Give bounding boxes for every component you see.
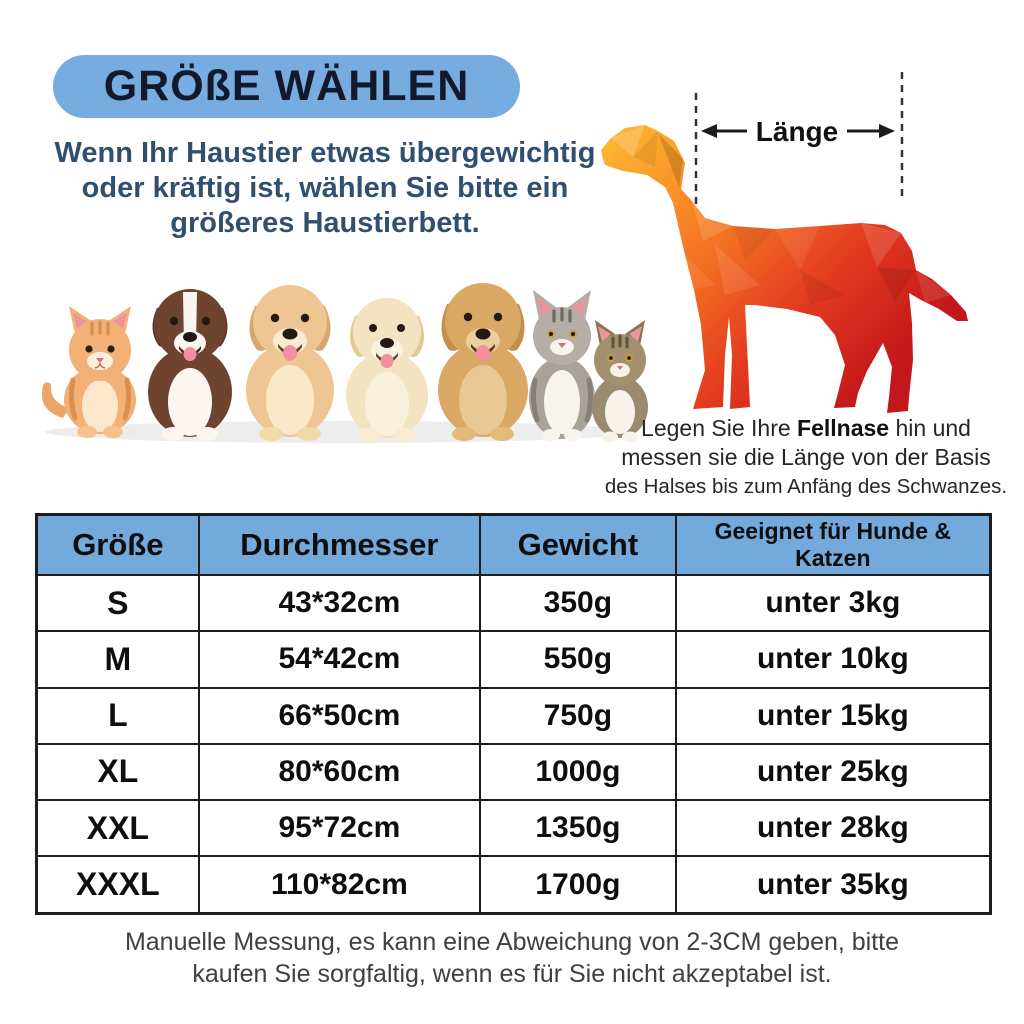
intro-line: oder kräftig ist, wählen Sie bitte ein	[81, 172, 569, 204]
size-table: Größe Durchmesser Gewicht Geeignet für H…	[35, 513, 992, 915]
cell-size: M	[35, 630, 200, 689]
table-row: L 66*50cm 750g unter 15kg	[35, 686, 992, 745]
col-header-suitable: Geeignet für Hunde & Katzen	[674, 513, 992, 576]
col-header-size: Größe	[35, 513, 200, 576]
cell-size: XL	[35, 742, 200, 802]
cell-diameter: 80*60cm	[197, 742, 482, 802]
title-banner: GRÖßE WÄHLEN	[53, 55, 520, 118]
low-poly-dog-icon	[601, 125, 968, 413]
table-row: M 54*42cm 550g unter 10kg	[35, 630, 992, 689]
cell-size: XXL	[35, 799, 200, 858]
footer-line: kaufen Sie sorgfaltig, wenn es für Sie n…	[192, 960, 832, 988]
cell-weight: 1350g	[479, 799, 677, 858]
col-header-weight: Gewicht	[479, 513, 677, 576]
cell-suitable: unter 10kg	[674, 630, 992, 689]
footer-line: Manuelle Messung, es kann eine Abweichun…	[124, 928, 900, 956]
golden-retriever-puppy-icon	[246, 285, 334, 441]
golden-puppy-icon	[438, 283, 528, 441]
australian-shepherd-puppy-icon	[148, 289, 232, 441]
cell-weight: 1000g	[479, 742, 677, 802]
caption-text: Legen Sie Ihre	[641, 415, 798, 441]
measure-caption: Legen Sie Ihre Fellnase hin und messen s…	[600, 414, 1012, 501]
brown-tabby-kitten-icon	[592, 320, 648, 443]
intro-line: Wenn Ihr Haustier etwas übergewichtig	[54, 137, 596, 169]
footer-note: Manuelle Messung, es kann eine Abweichun…	[0, 926, 1024, 990]
page-title: GRÖßE WÄHLEN	[103, 62, 470, 110]
length-label: Länge	[756, 116, 838, 147]
cell-diameter: 54*42cm	[197, 630, 482, 689]
table-row: XXL 95*72cm 1350g unter 28kg	[35, 799, 992, 858]
cell-weight: 750g	[479, 686, 677, 745]
length-arrow-right	[847, 124, 895, 138]
intro-line: größeres Haustierbett.	[170, 207, 480, 239]
cell-suitable: unter 25kg	[674, 742, 992, 802]
table-header-row: Größe Durchmesser Gewicht Geeignet für H…	[35, 513, 992, 576]
caption-text: hin und	[889, 415, 971, 441]
cell-suitable: unter 28kg	[674, 799, 992, 858]
intro-text: Wenn Ihr Haustier etwas übergewichtig od…	[25, 136, 625, 241]
caption-line: messen sie die Länge von der Basis	[621, 444, 991, 470]
cell-diameter: 110*82cm	[197, 855, 482, 915]
cell-weight: 350g	[479, 573, 677, 633]
table-row: XXXL 110*82cm 1700g unter 35kg	[35, 855, 992, 915]
cell-diameter: 95*72cm	[197, 799, 482, 858]
orange-kitten-icon	[41, 306, 136, 438]
table-row: S 43*32cm 350g unter 3kg	[35, 573, 992, 633]
cell-weight: 550g	[479, 630, 677, 689]
length-arrow-left	[701, 124, 747, 138]
gray-tabby-cat-icon	[529, 290, 595, 441]
cell-suitable: unter 15kg	[674, 686, 992, 745]
cell-suitable: unter 3kg	[674, 573, 992, 633]
cell-diameter: 66*50cm	[197, 686, 482, 745]
table-row: XL 80*60cm 1000g unter 25kg	[35, 742, 992, 802]
cell-diameter: 43*32cm	[197, 573, 482, 633]
cell-size: L	[35, 686, 200, 745]
cell-weight: 1700g	[479, 855, 677, 915]
caption-line: Legen Sie Ihre Fellnase hin und	[600, 414, 1012, 443]
caption-line: des Halses bis zum Anfäng des Schwanzes.	[604, 475, 1008, 498]
cell-suitable: unter 35kg	[674, 855, 992, 915]
col-header-diameter: Durchmesser	[197, 513, 482, 576]
cell-size: XXXL	[35, 855, 200, 915]
cream-puppy-icon	[346, 298, 428, 442]
cell-size: S	[35, 573, 200, 633]
dog-length-diagram: Länge	[601, 72, 968, 413]
pets-photo	[41, 283, 648, 443]
caption-bold-text: Fellnase	[797, 415, 890, 441]
